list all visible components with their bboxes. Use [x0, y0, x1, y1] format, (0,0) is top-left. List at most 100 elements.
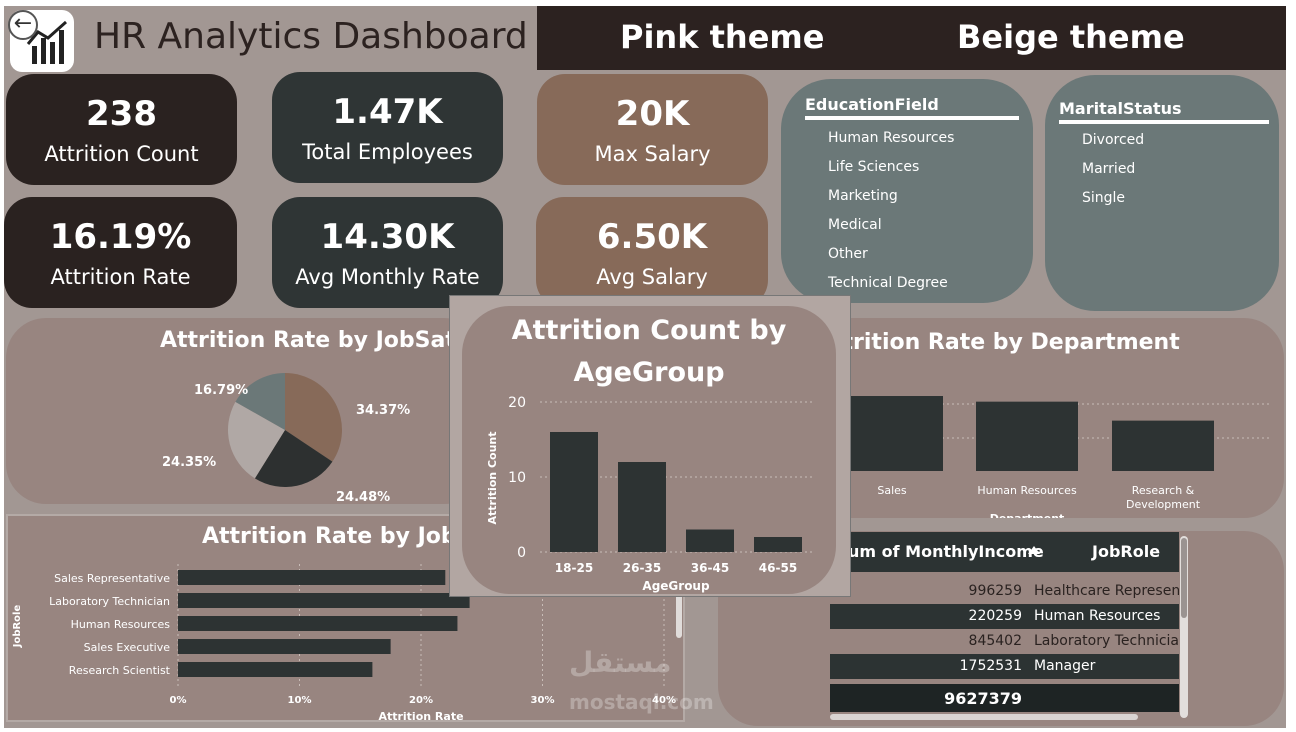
jobrole-cell: Laboratory Technician [1034, 633, 1179, 649]
x-tick-label: 10% [288, 695, 312, 706]
kpi-total-employees: 1.47K Total Employees [272, 72, 503, 183]
income-cell: 220259 [968, 608, 1022, 624]
pie-chart: 34.37% 24.48% 24.35% 16.79% [162, 373, 410, 504]
table-row[interactable]: 1752531 Manager [830, 654, 1179, 679]
panel-title: ttrition Rate by Department [832, 330, 1180, 355]
age-group-bar-chart: 0 10 20 18-25 26-35 36-45 46-55 AgeGroup Attriti… [486, 395, 812, 593]
slicer-title: EducationField [805, 95, 939, 114]
panel-title: Attrition Rate by JobSatis [160, 328, 477, 353]
slicer-divider [1059, 120, 1269, 124]
job-role-bar-chart: 0% 10% 20% 30% 40% Sales Representative Labora… [12, 564, 676, 722]
bar [178, 662, 373, 677]
income-cell: 1752531 [959, 658, 1022, 674]
slicer-item-medical[interactable]: Medical [828, 217, 882, 233]
x-tick-label: 36-45 [691, 561, 729, 575]
y-tick-label: 0 [517, 545, 526, 561]
kpi-value: 1.47K [332, 92, 443, 132]
y-tick-label: 20 [508, 395, 526, 411]
table-header: um of MonthlyIncome JobRole [830, 532, 1179, 572]
kpi-label: Attrition Count [44, 142, 199, 166]
x-tick-label: Research & [1132, 484, 1195, 497]
kpi-value: 6.50K [596, 217, 708, 257]
y-axis-label: Attrition Count [486, 431, 499, 524]
jobrole-cell: Human Resources [1034, 608, 1161, 624]
pie-slice [254, 430, 333, 487]
table-row[interactable]: 845402 Laboratory Technician [830, 629, 1179, 654]
y-tick-label: Research Scientist [69, 664, 171, 677]
slicer-item-married[interactable]: Married [1082, 161, 1136, 177]
age-group-panel: Attrition Count by AgeGroup 0 10 20 18-25 26… [462, 306, 836, 594]
kpi-value: 20K [615, 94, 690, 134]
column-header-jobrole[interactable]: JobRole [1092, 542, 1161, 561]
x-axis-label: Department [990, 512, 1065, 518]
table-row[interactable]: 220259 Human Resources [830, 604, 1179, 629]
x-axis-label: Attrition Rate [378, 710, 463, 722]
age-group-popup: Attrition Count by AgeGroup 0 10 20 18-25 26… [449, 295, 851, 597]
total-income: 9627379 [944, 689, 1022, 708]
x-tick-label: 30% [531, 695, 555, 706]
x-tick-label: 26-35 [623, 561, 661, 575]
bar-chart-icon [26, 20, 67, 64]
x-tick-label: 18-25 [555, 561, 593, 575]
pie-data-label: 34.37% [356, 403, 410, 418]
bar [754, 537, 802, 552]
kpi-attrition-count: 238 Attrition Count [6, 74, 237, 185]
bar [550, 432, 598, 552]
sort-ascending-icon[interactable] [1028, 546, 1040, 554]
horizontal-scrollbar[interactable] [830, 714, 1138, 720]
back-arrow-icon[interactable]: ← [8, 10, 38, 40]
pie-data-label: 16.79% [194, 383, 248, 398]
pie-slice [235, 373, 285, 430]
column-header-income[interactable]: um of MonthlyIncome [848, 542, 1044, 561]
kpi-avg-monthly-rate: 14.30K Avg Monthly Rate [272, 197, 503, 308]
slicer-title: MaritalStatus [1059, 99, 1182, 118]
slicer-item-technical-degree[interactable]: Technical Degree [828, 275, 948, 291]
popup-title: Attrition Count by AgeGroup [511, 315, 787, 388]
slicer-item-other[interactable]: Other [828, 246, 868, 262]
bar [178, 570, 446, 585]
y-tick-label: 10 [508, 470, 526, 486]
header-title-area: ← HR Analytics Dashboard [4, 6, 537, 72]
kpi-label: Attrition Rate [50, 265, 191, 289]
income-table: um of MonthlyIncome JobRole 996259 Healt… [830, 532, 1179, 721]
table-row[interactable]: 996259 Healthcare Represent [830, 579, 1179, 604]
jobrole-cell: Healthcare Represent [1034, 583, 1179, 599]
department-bar-chart: Sales Human Resources Research &Developmen… [752, 396, 1272, 518]
slicer-item-life-sciences[interactable]: Life Sciences [828, 159, 920, 175]
income-cell: 845402 [968, 633, 1022, 649]
kpi-label: Total Employees [302, 140, 473, 164]
bar [841, 396, 943, 471]
vertical-scrollbar-thumb[interactable] [1181, 538, 1187, 618]
x-tick-label: Human Resources [977, 484, 1077, 497]
kpi-max-salary: 20K Max Salary [537, 74, 768, 185]
pie-slice [285, 373, 342, 462]
x-tick-label: 0% [170, 695, 187, 706]
dashboard-canvas: ← HR Analytics Dashboard Pink theme Beig… [4, 6, 1286, 728]
pink-theme-button[interactable]: Pink theme [620, 18, 825, 56]
page-title: HR Analytics Dashboard [94, 16, 528, 57]
kpi-label: Max Salary [594, 142, 711, 166]
y-tick-label: Laboratory Technician [49, 595, 170, 608]
income-cell: 996259 [968, 583, 1022, 599]
pie-data-label: 24.48% [336, 490, 390, 504]
kpi-label: Avg Monthly Rate [295, 265, 480, 289]
vertical-scrollbar-track [1180, 536, 1188, 718]
x-axis-label: AgeGroup [642, 579, 710, 593]
slicer-item-single[interactable]: Single [1082, 190, 1126, 206]
table-total-row: 9627379 [830, 684, 1179, 712]
scrollbar[interactable] [676, 594, 682, 638]
education-field-slicer: EducationField Human Resources Life Scie… [781, 79, 1033, 303]
slicer-item-marketing[interactable]: Marketing [828, 188, 898, 204]
slicer-item-divorced[interactable]: Divorced [1082, 132, 1145, 148]
y-axis-label: JobRole [12, 605, 23, 649]
x-tick-label: Development [1126, 498, 1201, 511]
bar [178, 593, 470, 608]
watermark-latin: mostaql.com [569, 690, 714, 714]
beige-theme-button[interactable]: Beige theme [957, 18, 1185, 56]
logo [10, 10, 74, 72]
x-tick-label: 20% [409, 695, 433, 706]
y-tick-label: Human Resources [71, 618, 171, 631]
bar [686, 529, 734, 552]
bar [976, 401, 1078, 471]
slicer-item-human-resources[interactable]: Human Resources [828, 130, 955, 146]
